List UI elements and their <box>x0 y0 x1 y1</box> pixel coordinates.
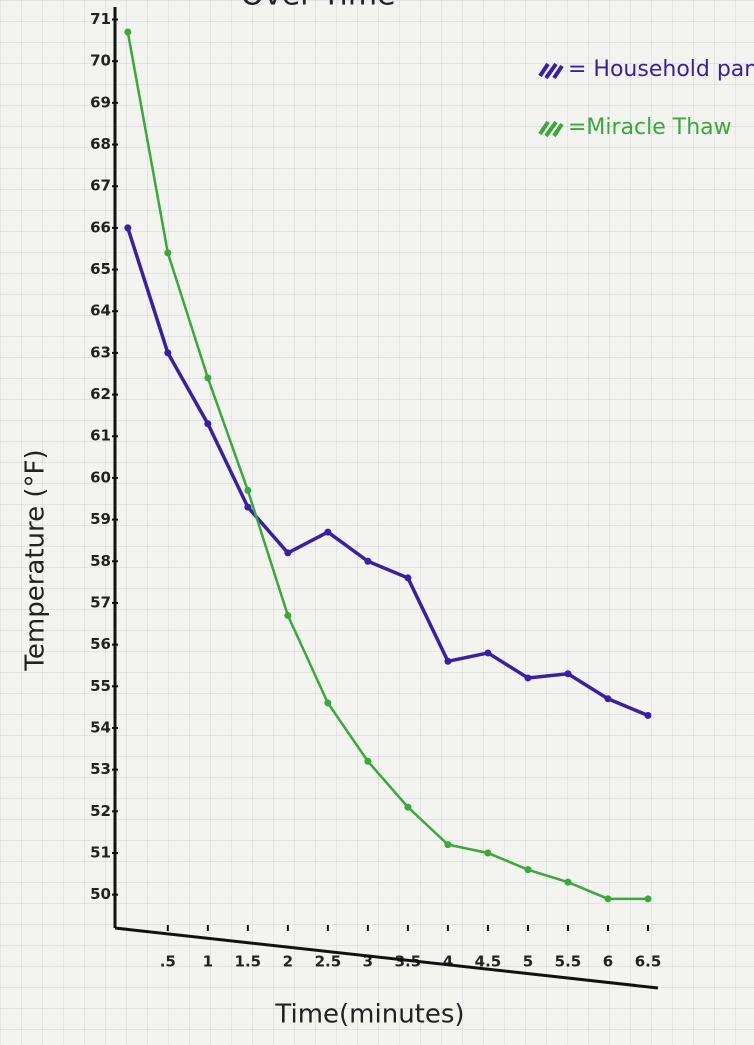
x-tick-label: 6.5 <box>635 953 662 971</box>
y-tick-label: 56 <box>90 635 111 653</box>
y-tick-label: 65 <box>90 260 111 278</box>
data-point <box>484 849 491 856</box>
chart-title: Over Time <box>240 0 395 13</box>
data-point <box>364 758 371 765</box>
data-point <box>404 574 411 581</box>
chart: Over Time Time(minutes) Temperature (°F)… <box>0 0 754 1045</box>
y-tick-label: 60 <box>90 468 111 486</box>
y-tick-label: 66 <box>90 218 111 236</box>
y-tick-label: 63 <box>90 343 111 361</box>
data-point <box>604 695 611 702</box>
legend-label: =Miracle Thaw <box>568 115 732 140</box>
data-point <box>444 841 451 848</box>
x-axis-label: Time(minutes) <box>274 1000 464 1030</box>
data-point <box>244 504 251 511</box>
data-point <box>324 529 331 536</box>
data-point <box>164 249 171 256</box>
data-point <box>244 487 251 494</box>
data-point <box>324 699 331 706</box>
data-point <box>444 658 451 665</box>
x-tick-label: 6 <box>603 953 613 971</box>
data-point <box>564 670 571 677</box>
y-tick-label: 64 <box>90 302 111 320</box>
x-tick-label: 1.5 <box>235 953 262 971</box>
x-tick-label: 1 <box>203 953 213 971</box>
y-tick-label: 69 <box>90 93 111 111</box>
x-tick-label: 2.5 <box>315 953 342 971</box>
data-point <box>644 712 651 719</box>
y-tick-label: 53 <box>90 760 111 778</box>
paper <box>0 0 754 1045</box>
x-tick-label: .5 <box>160 953 176 971</box>
data-point <box>404 804 411 811</box>
data-point <box>164 349 171 356</box>
data-point <box>364 558 371 565</box>
x-tick-label: 4 <box>443 953 453 971</box>
x-tick-label: 2 <box>283 953 293 971</box>
data-point <box>204 374 211 381</box>
data-point <box>524 674 531 681</box>
y-tick-label: 58 <box>90 552 111 570</box>
y-tick-label: 71 <box>90 10 111 28</box>
data-point <box>564 879 571 886</box>
data-point <box>484 649 491 656</box>
data-point <box>284 612 291 619</box>
data-point <box>644 895 651 902</box>
y-tick-label: 70 <box>90 52 111 70</box>
data-point <box>124 224 131 231</box>
y-tick-label: 57 <box>90 593 111 611</box>
data-point <box>524 866 531 873</box>
data-point <box>204 420 211 427</box>
y-tick-label: 50 <box>90 885 111 903</box>
y-tick-label: 68 <box>90 135 111 153</box>
x-tick-label: 5 <box>523 953 533 971</box>
legend-label: = Household pan <box>568 57 754 82</box>
y-tick-label: 54 <box>90 718 111 736</box>
y-tick-label: 59 <box>90 510 111 528</box>
data-point <box>284 549 291 556</box>
y-axis-label: Temperature (°F) <box>21 449 51 671</box>
x-tick-label: 5.5 <box>555 953 582 971</box>
data-point <box>124 29 131 36</box>
y-tick-label: 67 <box>90 177 111 195</box>
data-point <box>604 895 611 902</box>
y-tick-label: 52 <box>90 802 111 820</box>
y-tick-label: 55 <box>90 677 111 695</box>
y-tick-label: 51 <box>90 843 111 861</box>
y-tick-label: 61 <box>90 427 111 445</box>
y-tick-label: 62 <box>90 385 111 403</box>
